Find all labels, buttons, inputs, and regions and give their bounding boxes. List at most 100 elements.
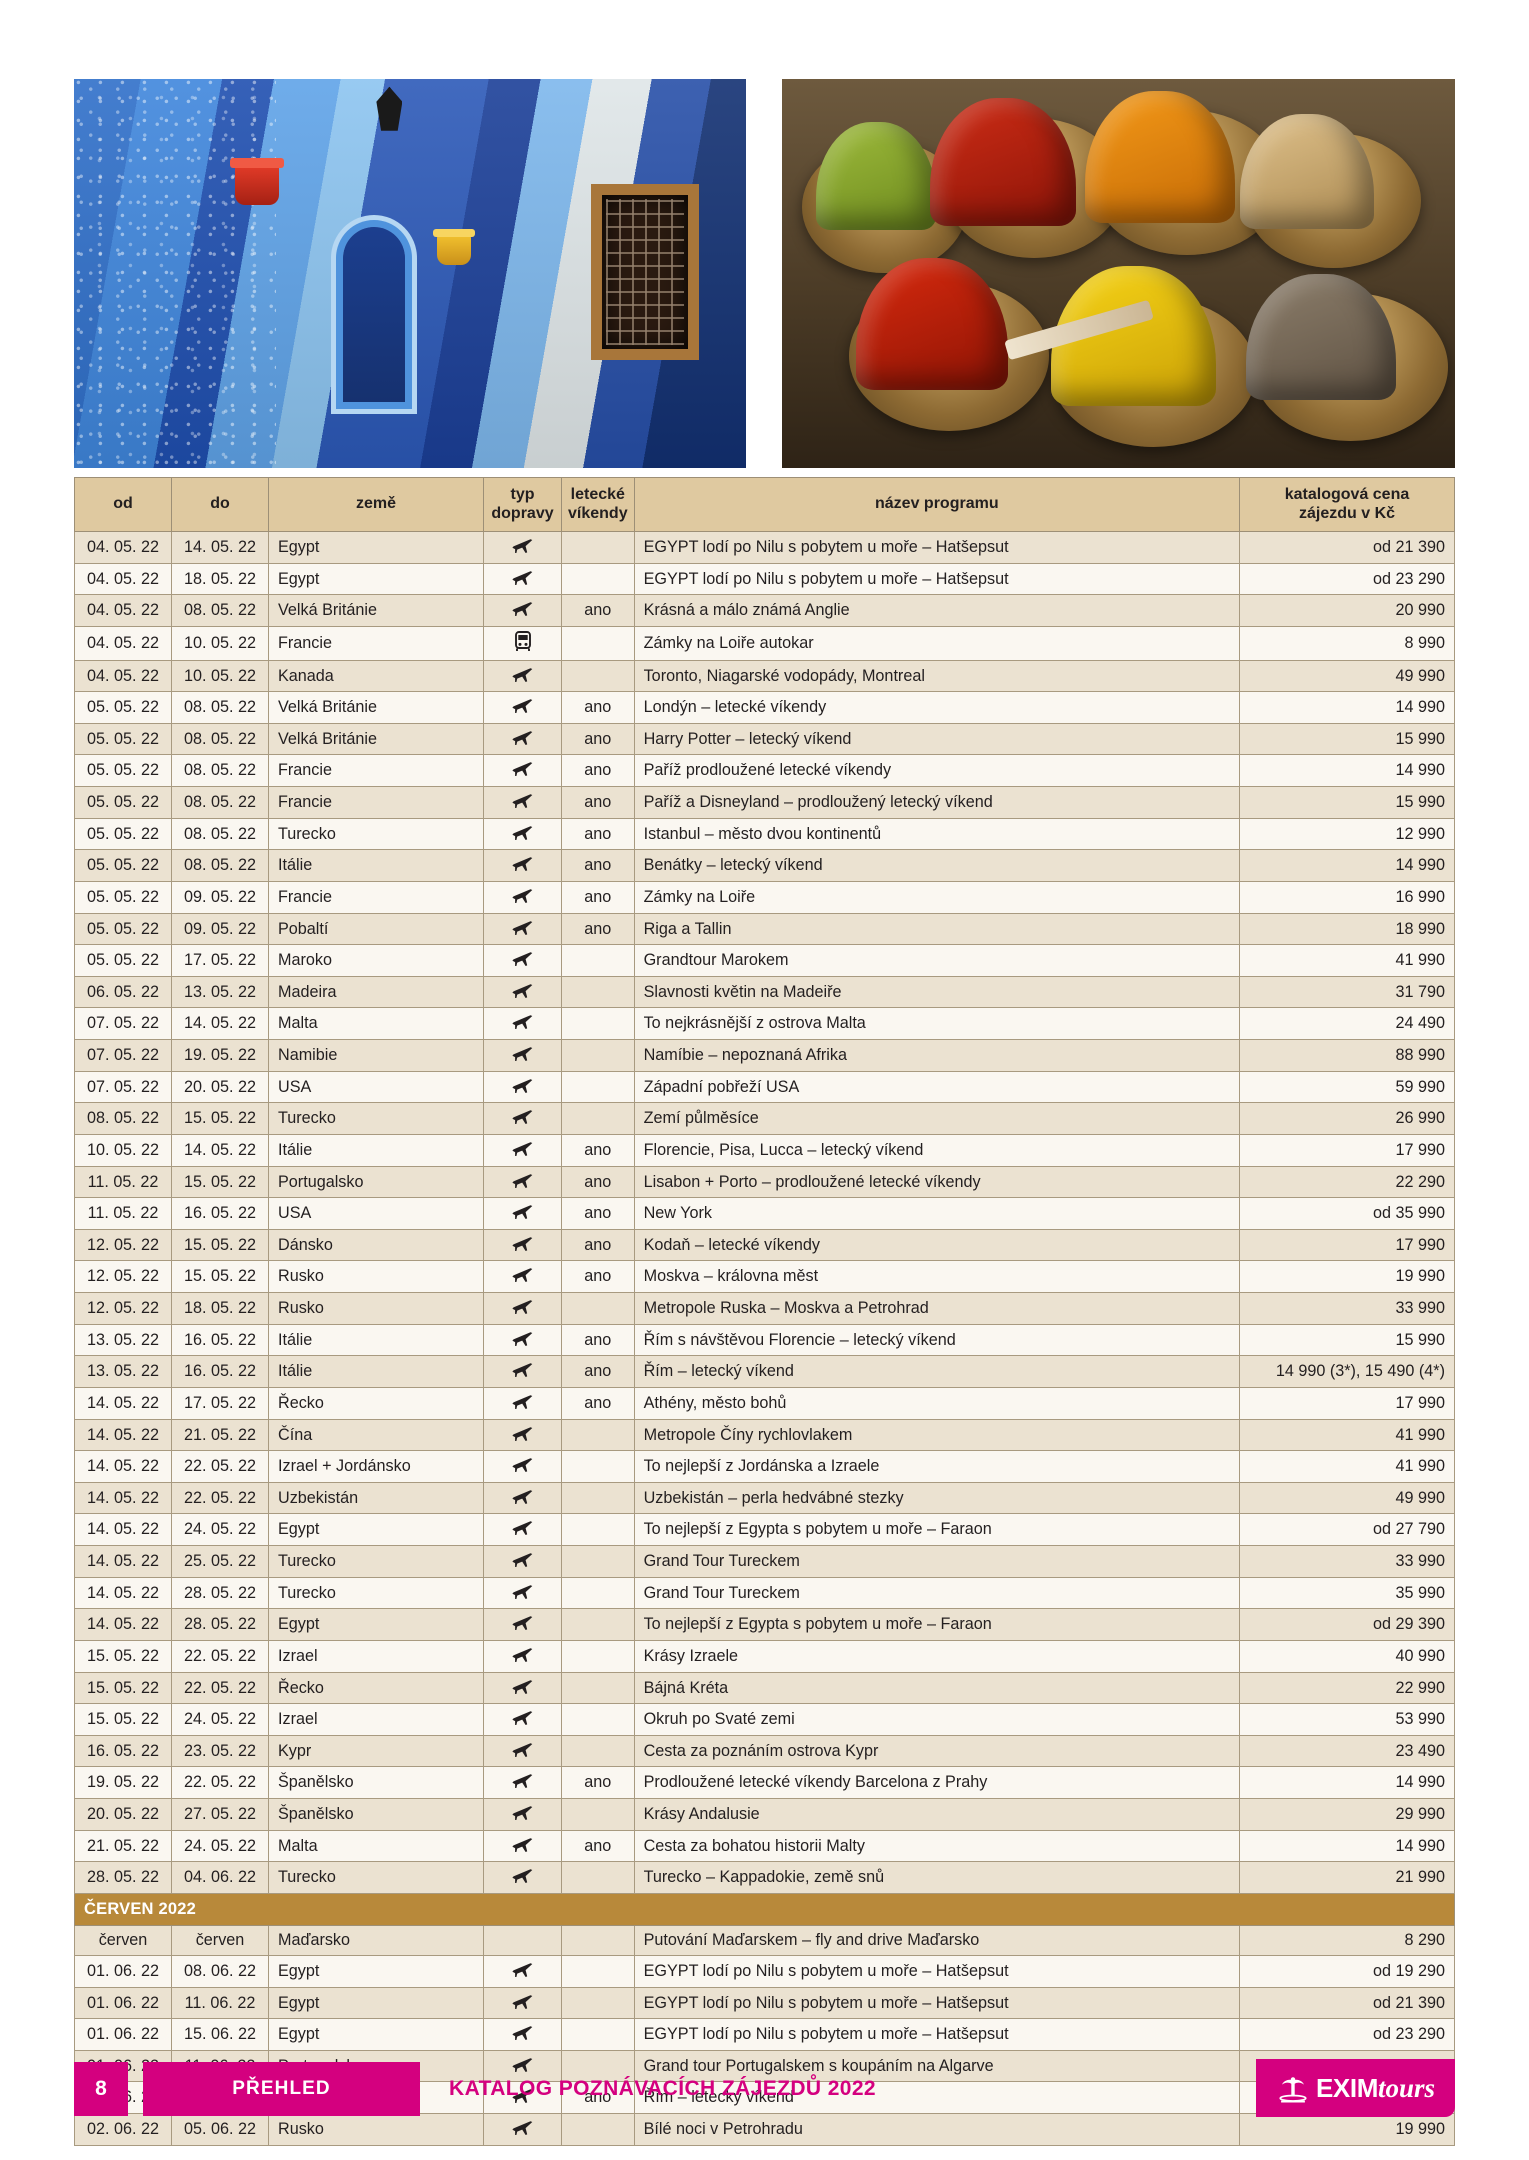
table-row[interactable]: 20. 05. 22 27. 05. 22 Španělsko Krásy Andal… [74,1798,1455,1831]
table-row[interactable]: 15. 05. 22 24. 05. 22 Izrael Okruh po Svaté… [74,1703,1455,1736]
cell-date-from: 14. 05. 22 [74,1418,172,1452]
cell-country: Madeira [268,975,484,1009]
cell-program-name: Lisabon + Porto – prodloužené letecké ví… [633,1165,1241,1199]
plane-icon [511,1296,535,1316]
table-row[interactable]: 07. 05. 22 14. 05. 22 Malta To nejkrásnější… [74,1007,1455,1040]
plane-icon [511,1138,535,1158]
cell-flight-weekend [561,1954,635,1988]
table-row[interactable]: 12. 05. 22 18. 05. 22 Rusko Metropole Ruska… [74,1292,1455,1325]
table-row[interactable]: 04. 05. 22 10. 05. 22 Francie Zámky na Loiř… [74,625,1455,661]
cell-price: 17 990 [1239,1228,1455,1262]
cell-country: Francie [268,754,484,787]
table-row[interactable]: 12. 05. 22 15. 05. 22 Dánsko ano Kodaň – let… [74,1228,1455,1262]
cell-transport-type [483,880,562,914]
table-row[interactable]: 08. 05. 22 15. 05. 22 Turecko Zemí půlměsíc… [74,1102,1455,1135]
table-row[interactable]: 05. 05. 22 08. 05. 22 Velká Británie ano Har… [74,722,1455,756]
cell-date-from: 04. 05. 22 [74,594,172,627]
table-row[interactable]: 14. 05. 22 24. 05. 22 Egypt To nejlepší z E… [74,1513,1455,1546]
table-row[interactable]: 05. 05. 22 17. 05. 22 Maroko Grandtour Maro… [74,944,1455,977]
cell-flight-weekend: ano [561,594,635,627]
table-row[interactable]: 14. 05. 22 17. 05. 22 Řecko ano Athény, měst… [74,1386,1455,1420]
cell-program-name: Zemí půlměsíce [633,1102,1241,1135]
table-row[interactable]: 13. 05. 22 16. 05. 22 Itálie ano Řím s návšt… [74,1323,1455,1357]
cell-transport-type [483,2018,562,2051]
cell-price: 49 990 [1239,659,1455,693]
cell-price: 19 990 [1239,1260,1455,1293]
cell-date-from: 12. 05. 22 [74,1228,172,1262]
table-row[interactable]: 01. 06. 22 08. 06. 22 Egypt EGYPT lodí po N… [74,1954,1455,1988]
table-row[interactable]: 14. 05. 22 28. 05. 22 Turecko Grand Tour Tu… [74,1576,1455,1610]
cell-country: Egypt [268,1513,484,1546]
table-row[interactable]: 04. 05. 22 08. 05. 22 Velká Británie ano Krá… [74,594,1455,627]
table-row[interactable]: 04. 05. 22 14. 05. 22 Egypt EGYPT lodí po N… [74,531,1455,564]
table-row[interactable]: 07. 05. 22 20. 05. 22 USA Západní pobřeží U… [74,1070,1455,1104]
table-row[interactable]: 15. 05. 22 22. 05. 22 Řecko Bájná Kréta 22 9… [74,1671,1455,1705]
plane-icon [511,1233,535,1253]
table-row[interactable]: 02. 06. 22 05. 06. 22 Rusko Bílé noci v Pet… [74,2113,1455,2146]
cell-flight-weekend [561,1418,635,1452]
column-header-transport-line1: typ [510,486,535,504]
table-row[interactable]: 05. 05. 22 08. 05. 22 Itálie ano Benátky – l… [74,849,1455,882]
cell-flight-weekend: ano [561,1133,635,1167]
table-row[interactable]: 14. 05. 22 28. 05. 22 Egypt To nejlepší z E… [74,1608,1455,1641]
cell-date-to: 10. 05. 22 [171,659,269,693]
plane-icon [511,1170,535,1190]
table-row[interactable]: 04. 05. 22 10. 05. 22 Kanada Toronto, Niaga… [74,659,1455,693]
cell-date-to: 08. 05. 22 [171,594,269,627]
table-row[interactable]: 21. 05. 22 24. 05. 22 Malta ano Cesta za boh… [74,1829,1455,1863]
blue-medina-alley-photo [74,79,746,468]
table-row[interactable]: 01. 06. 22 15. 06. 22 Egypt EGYPT lodí po N… [74,2018,1455,2051]
table-row[interactable]: červen červen Maďarsko Putování Maďarskem –… [74,1924,1455,1956]
table-row[interactable]: 19. 05. 22 22. 05. 22 Španělsko ano Prodlouž… [74,1766,1455,1799]
cell-program-name: Cesta za poznáním ostrova Kypr [633,1734,1241,1768]
table-row[interactable]: 14. 05. 22 22. 05. 22 Uzbekistán Uzbekistán… [74,1481,1455,1515]
cell-program-name: EGYPT lodí po Nilu s pobytem u moře – Ha… [633,2018,1241,2051]
cell-price: 21 990 [1239,1861,1455,1894]
table-row[interactable]: 05. 05. 22 09. 05. 22 Francie ano Zámky na L… [74,880,1455,914]
cell-transport-type [483,1861,562,1894]
table-row[interactable]: 12. 05. 22 15. 05. 22 Rusko ano Moskva – krá… [74,1260,1455,1293]
cell-transport-type [483,1481,562,1515]
table-body: 04. 05. 22 14. 05. 22 Egypt EGYPT lodí po N… [74,531,1455,2146]
table-row[interactable]: 14. 05. 22 25. 05. 22 Turecko Grand Tour Tu… [74,1545,1455,1578]
plane-icon [511,1612,535,1632]
table-row[interactable]: 05. 05. 22 08. 05. 22 Turecko ano Istanbul –… [74,817,1455,851]
table-row[interactable]: 28. 05. 22 04. 06. 22 Turecko Turecko – Kap… [74,1861,1455,1894]
cell-country: Francie [268,880,484,914]
table-row[interactable]: 01. 06. 22 11. 06. 22 Egypt EGYPT lodí po N… [74,1986,1455,2020]
table-row[interactable]: 05. 05. 22 08. 05. 22 Francie ano Paříž prod… [74,754,1455,787]
cell-program-name: Grandtour Marokem [633,944,1241,977]
cell-transport-type [483,1545,562,1578]
cell-flight-weekend: ano [561,849,635,882]
table-row[interactable]: 13. 05. 22 16. 05. 22 Itálie ano Řím – letec… [74,1355,1455,1388]
cell-date-from: 10. 05. 22 [74,1133,172,1167]
iron-grille-window [590,184,699,361]
table-row[interactable]: 15. 05. 22 22. 05. 22 Izrael Krásy Izraele 4… [74,1639,1455,1673]
table-row[interactable]: 07. 05. 22 19. 05. 22 Namibie Namíbie – nep… [74,1039,1455,1072]
table-row[interactable]: 05. 05. 22 08. 05. 22 Velká Británie ano Lon… [74,691,1455,724]
cell-date-from: 05. 05. 22 [74,912,172,946]
cell-country: Portugalsko [268,1165,484,1199]
cell-date-to: 14. 05. 22 [171,1133,269,1167]
table-row[interactable]: 04. 05. 22 18. 05. 22 Egypt EGYPT lodí po N… [74,562,1455,596]
table-row[interactable]: 10. 05. 22 14. 05. 22 Itálie ano Florencie, … [74,1133,1455,1167]
cell-date-from: 12. 05. 22 [74,1292,172,1325]
cell-date-to: 22. 05. 22 [171,1450,269,1483]
table-row[interactable]: 16. 05. 22 23. 05. 22 Kypr Cesta za poznání… [74,1734,1455,1768]
table-row[interactable]: 14. 05. 22 21. 05. 22 Čína Metropole Číny r… [74,1418,1455,1452]
table-row[interactable]: 05. 05. 22 08. 05. 22 Francie ano Paříž a Di… [74,786,1455,819]
plane-icon [511,1011,535,1031]
table-row[interactable]: 11. 05. 22 15. 05. 22 Portugalsko ano Lisabo… [74,1165,1455,1199]
table-row[interactable]: 05. 05. 22 09. 05. 22 Pobaltí ano Riga a Tal… [74,912,1455,946]
cell-country: Francie [268,625,484,661]
table-row[interactable]: 14. 05. 22 22. 05. 22 Izrael + Jordánsko To… [74,1450,1455,1483]
cell-date-from: 05. 05. 22 [74,944,172,977]
cell-flight-weekend: ano [561,1260,635,1293]
cell-date-from: 05. 05. 22 [74,691,172,724]
table-row[interactable]: 06. 05. 22 13. 05. 22 Madeira Slavnosti kvě… [74,975,1455,1009]
cell-date-from: červen [74,1924,172,1956]
column-header-flight-weekends: letecké víkendy [561,477,635,532]
cell-date-to: 23. 05. 22 [171,1734,269,1768]
table-row[interactable]: 11. 05. 22 16. 05. 22 USA ano New York od 35 … [74,1197,1455,1230]
cell-program-name: EGYPT lodí po Nilu s pobytem u moře – Ha… [633,531,1241,564]
